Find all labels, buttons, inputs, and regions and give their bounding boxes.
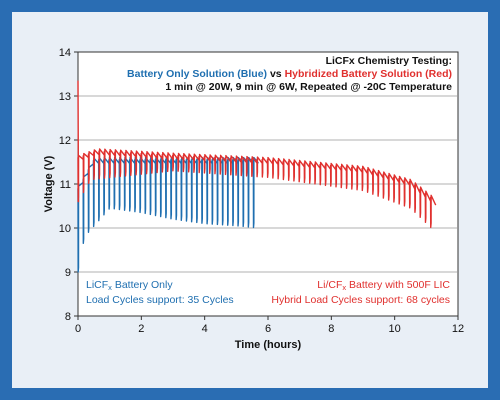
annotation-text: Battery Only — [112, 279, 173, 291]
y-tick-label: 12 — [59, 135, 71, 147]
y-tick-label: 11 — [60, 179, 71, 191]
chart-title-line: Battery Only Solution (Blue) vs Hybridiz… — [127, 68, 452, 80]
chart-title-part: Hybridized Battery Solution (Red) — [285, 68, 452, 80]
x-tick-label: 4 — [202, 323, 208, 335]
annotation-text: LiCF — [86, 279, 108, 291]
annotation-text: Load Cycles support: 35 Cycles — [86, 294, 234, 306]
y-tick-label: 13 — [59, 91, 71, 103]
chart-title-part: LiCFx Chemistry Testing: — [326, 55, 452, 67]
annotation-text: Hybrid Load Cycles support: 68 cycles — [271, 294, 450, 306]
annotation-subscript: x — [108, 283, 112, 292]
series-line-1 — [77, 80, 437, 229]
chart-title-part: Battery Only Solution (Blue) — [127, 68, 267, 80]
x-tick-label: 8 — [328, 323, 334, 335]
x-tick-label: 0 — [75, 323, 81, 335]
y-tick-label: 10 — [59, 223, 71, 235]
annotation-subscript: x — [342, 283, 346, 292]
x-tick-label: 6 — [265, 323, 271, 335]
annotation-line: Hybrid Load Cycles support: 68 cycles — [271, 294, 450, 306]
y-tick-label: 9 — [65, 267, 71, 279]
annotation-text: Battery with 500F LIC — [346, 279, 450, 291]
chart-title-part: vs — [267, 68, 285, 80]
chart-title-line: LiCFx Chemistry Testing: — [326, 55, 452, 67]
annotation-text: Li/CF — [317, 279, 342, 291]
x-axis-label: Time (hours) — [235, 339, 302, 351]
y-tick-label: 14 — [59, 47, 71, 59]
annotation-line: LiCFx Battery Only — [86, 279, 173, 292]
y-tick-label: 8 — [65, 311, 71, 323]
annotation-line: Load Cycles support: 35 Cycles — [86, 294, 234, 306]
x-tick-label: 12 — [452, 323, 464, 335]
x-tick-label: 10 — [389, 323, 401, 335]
series-line-0 — [77, 156, 259, 273]
chart-title-line: 1 min @ 20W, 9 min @ 6W, Repeated @ -20C… — [165, 81, 452, 93]
annotation-line: Li/CFx Battery with 500F LIC — [317, 279, 450, 292]
y-axis-label: Voltage (V) — [43, 155, 55, 212]
chart-title-part: 1 min @ 20W, 9 min @ 6W, Repeated @ -20C… — [165, 81, 452, 93]
x-tick-label: 2 — [138, 323, 144, 335]
